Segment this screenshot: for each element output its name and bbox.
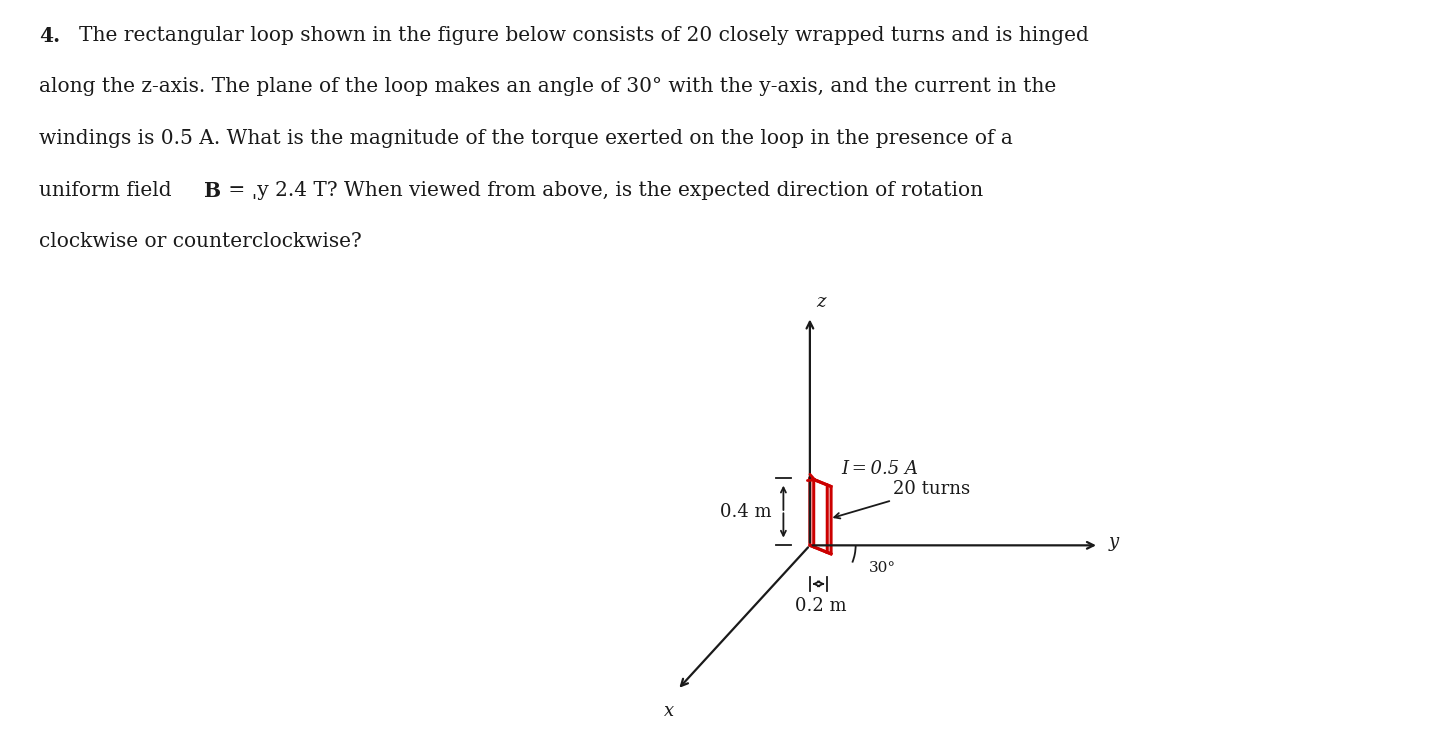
Text: z: z — [815, 292, 826, 311]
Text: windings is 0.5 A. What is the magnitude of the torque exerted on the loop in th: windings is 0.5 A. What is the magnitude… — [39, 129, 1013, 148]
Text: clockwise or counterclockwise?: clockwise or counterclockwise? — [39, 232, 361, 252]
Text: uniform field: uniform field — [39, 181, 197, 200]
Text: along the z-axis. The plane of the loop makes an angle of 30° with the y-axis, a: along the z-axis. The plane of the loop … — [39, 77, 1056, 97]
Text: 30°: 30° — [869, 561, 897, 575]
Text: B: B — [204, 181, 221, 201]
Text: 0.4 m: 0.4 m — [719, 503, 772, 520]
Text: y: y — [1108, 533, 1118, 551]
Text: I = 0.5 A: I = 0.5 A — [842, 461, 919, 478]
Text: = ˌy 2.4 T? When viewed from above, is the expected direction of rotation: = ˌy 2.4 T? When viewed from above, is t… — [221, 181, 983, 200]
Text: 0.2 m: 0.2 m — [795, 597, 847, 615]
Text: x: x — [664, 702, 674, 720]
Text: 20 turns: 20 turns — [834, 480, 971, 518]
Text: 4.: 4. — [39, 26, 60, 46]
Text: The rectangular loop shown in the figure below consists of 20 closely wrapped tu: The rectangular loop shown in the figure… — [79, 26, 1089, 45]
